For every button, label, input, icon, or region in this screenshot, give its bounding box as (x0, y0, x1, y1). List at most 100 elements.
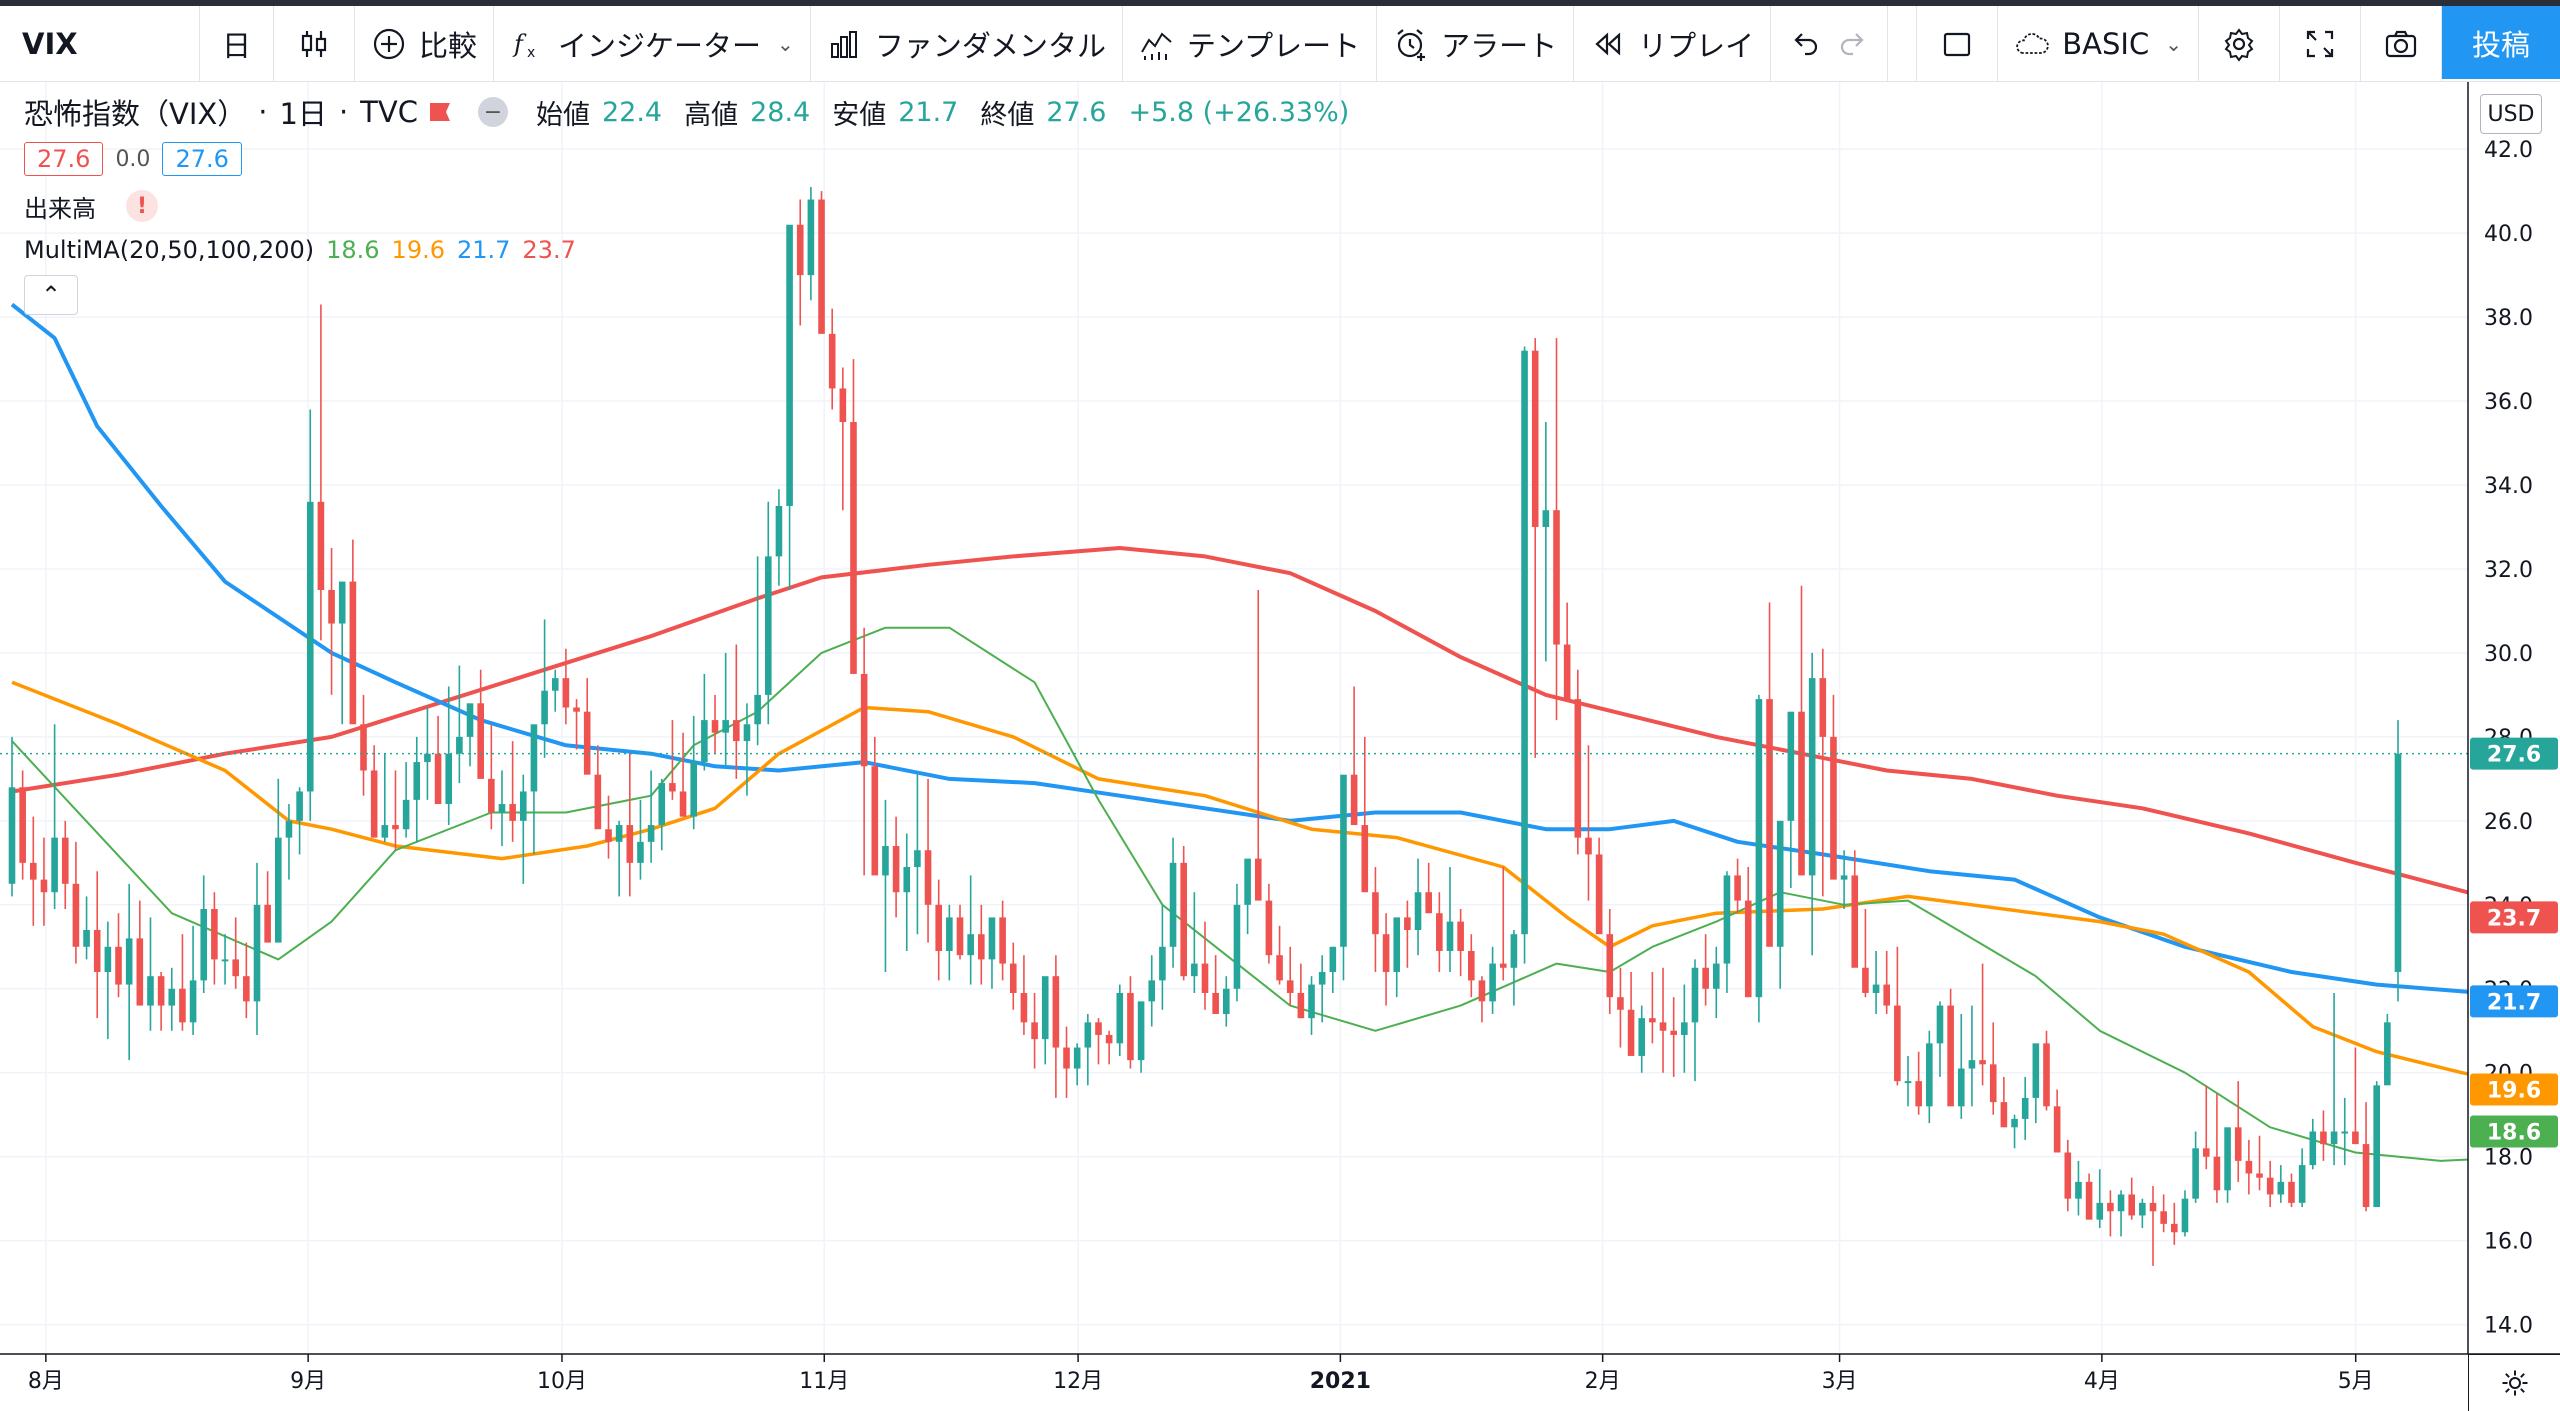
redo-icon[interactable] (1835, 26, 1871, 62)
candle-body (1734, 875, 1741, 901)
candle-body (168, 988, 176, 1006)
candle-body (1915, 1081, 1922, 1107)
candle-body (988, 917, 996, 960)
candle-body (51, 837, 58, 893)
ma200-value: 23.7 (522, 236, 576, 264)
candle-body (1851, 875, 1859, 968)
candle-body (701, 720, 708, 763)
candle-body (669, 783, 676, 792)
candle-body (892, 846, 900, 893)
candle-body (1180, 862, 1187, 977)
candle-body (1031, 1022, 1038, 1040)
candle-body (647, 825, 655, 842)
candle-body (1776, 820, 1784, 947)
bid-box[interactable]: 27.6 (24, 142, 104, 176)
fundamentals-button[interactable]: ファンダメンタル (811, 5, 1123, 82)
candle-body (1318, 971, 1326, 985)
price-tick-label: 42.0 (2484, 138, 2533, 163)
candle-body (2181, 1198, 2189, 1233)
candle-body (360, 724, 367, 771)
price-tick-label: 34.0 (2484, 474, 2533, 499)
candle-body (2075, 1181, 2082, 1199)
candle-body (1372, 892, 1379, 935)
bar-chart-icon (830, 30, 857, 58)
candle-body (690, 762, 698, 817)
candle-body (1105, 1034, 1113, 1044)
candle-body (637, 841, 644, 863)
candle-body (1830, 736, 1837, 880)
gear-icon (2224, 27, 2254, 62)
candle-body (1627, 1009, 1635, 1056)
price-tick-label: 14.0 (2484, 1314, 2533, 1339)
candle-body (1649, 1018, 1656, 1023)
candle-body (40, 879, 48, 893)
axis-settings-button[interactable] (2468, 1354, 2560, 1411)
candle-body (285, 820, 293, 838)
interval-button[interactable]: 日 (200, 5, 275, 82)
minus-icon[interactable]: − (477, 97, 508, 127)
currency-badge[interactable]: USD (2480, 94, 2542, 134)
candle-body (1286, 980, 1294, 993)
candle-body (1947, 1005, 1954, 1107)
snapshot-button[interactable] (2361, 5, 2442, 82)
collapse-legend-button[interactable]: ⌃ (24, 275, 78, 315)
warning-icon[interactable]: ! (126, 190, 158, 222)
candle-body (1755, 699, 1763, 998)
square-icon (1944, 32, 1971, 56)
candle-body (1350, 774, 1358, 826)
settings-button[interactable] (2199, 5, 2280, 82)
replay-button[interactable]: リプレイ (1574, 5, 1772, 82)
chart-type-button[interactable] (274, 5, 356, 82)
candle-body (189, 980, 197, 1023)
candle-body (1521, 350, 1528, 935)
candle-body (1212, 992, 1219, 1014)
post-label: 投稿 (2471, 27, 2530, 62)
candle-body (413, 762, 421, 800)
candle-body (2000, 1102, 2008, 1128)
candle-body (338, 581, 346, 624)
flag-icon[interactable] (429, 103, 450, 121)
candle-body (2107, 1202, 2114, 1212)
ma100-line (10, 302, 2560, 1003)
candle-body (1926, 1043, 1933, 1107)
candle-body (1436, 913, 1443, 951)
candle-body (72, 883, 80, 947)
candle-body (2139, 1202, 2146, 1216)
time-tick-label: 3月 (1822, 1369, 1858, 1394)
candle-body (2192, 1148, 2199, 1199)
alert-button[interactable]: アラート (1377, 5, 1575, 82)
fullscreen-layout-button[interactable] (1916, 5, 1999, 82)
undo-icon[interactable] (1787, 26, 1823, 62)
candle-body (1148, 980, 1156, 1002)
candle-body (1787, 711, 1795, 821)
templates-button[interactable]: テンプレート (1123, 5, 1378, 82)
candle-body (935, 904, 943, 951)
fullscreen-button[interactable] (2280, 5, 2361, 82)
candle-body (2171, 1223, 2178, 1233)
candle-body (1489, 963, 1496, 1002)
candle-body (1254, 858, 1262, 901)
candle-body (1499, 963, 1507, 968)
candle-body (1691, 967, 1699, 1023)
candle-body (456, 736, 463, 754)
candle-body (1989, 1064, 1997, 1103)
expand-icon (2306, 30, 2334, 57)
post-button[interactable]: 投稿 (2442, 6, 2560, 79)
candle-body (1798, 711, 1805, 876)
candle-body (1276, 955, 1283, 981)
candle-body (1191, 963, 1198, 977)
candle-body (2384, 1022, 2391, 1086)
candle-body (93, 930, 101, 972)
candle-body (967, 934, 974, 956)
candle-body (1382, 934, 1390, 972)
layout-save-button[interactable]: BASIC ⌄ (1998, 5, 2199, 82)
spread-value: 0.0 (115, 146, 151, 172)
symbol-search-button[interactable]: VIX (0, 5, 200, 82)
ma-label: MultiMA(20,50,100,200) (24, 236, 315, 264)
compare-button[interactable]: 比較 (355, 5, 495, 82)
ask-box[interactable]: 27.6 (162, 142, 242, 176)
candle-body (1723, 875, 1731, 964)
chart-legend: 恐怖指数（VIX） · 1日 · TVC − 始値 22.4 高値 28.4 安… (24, 92, 1359, 320)
